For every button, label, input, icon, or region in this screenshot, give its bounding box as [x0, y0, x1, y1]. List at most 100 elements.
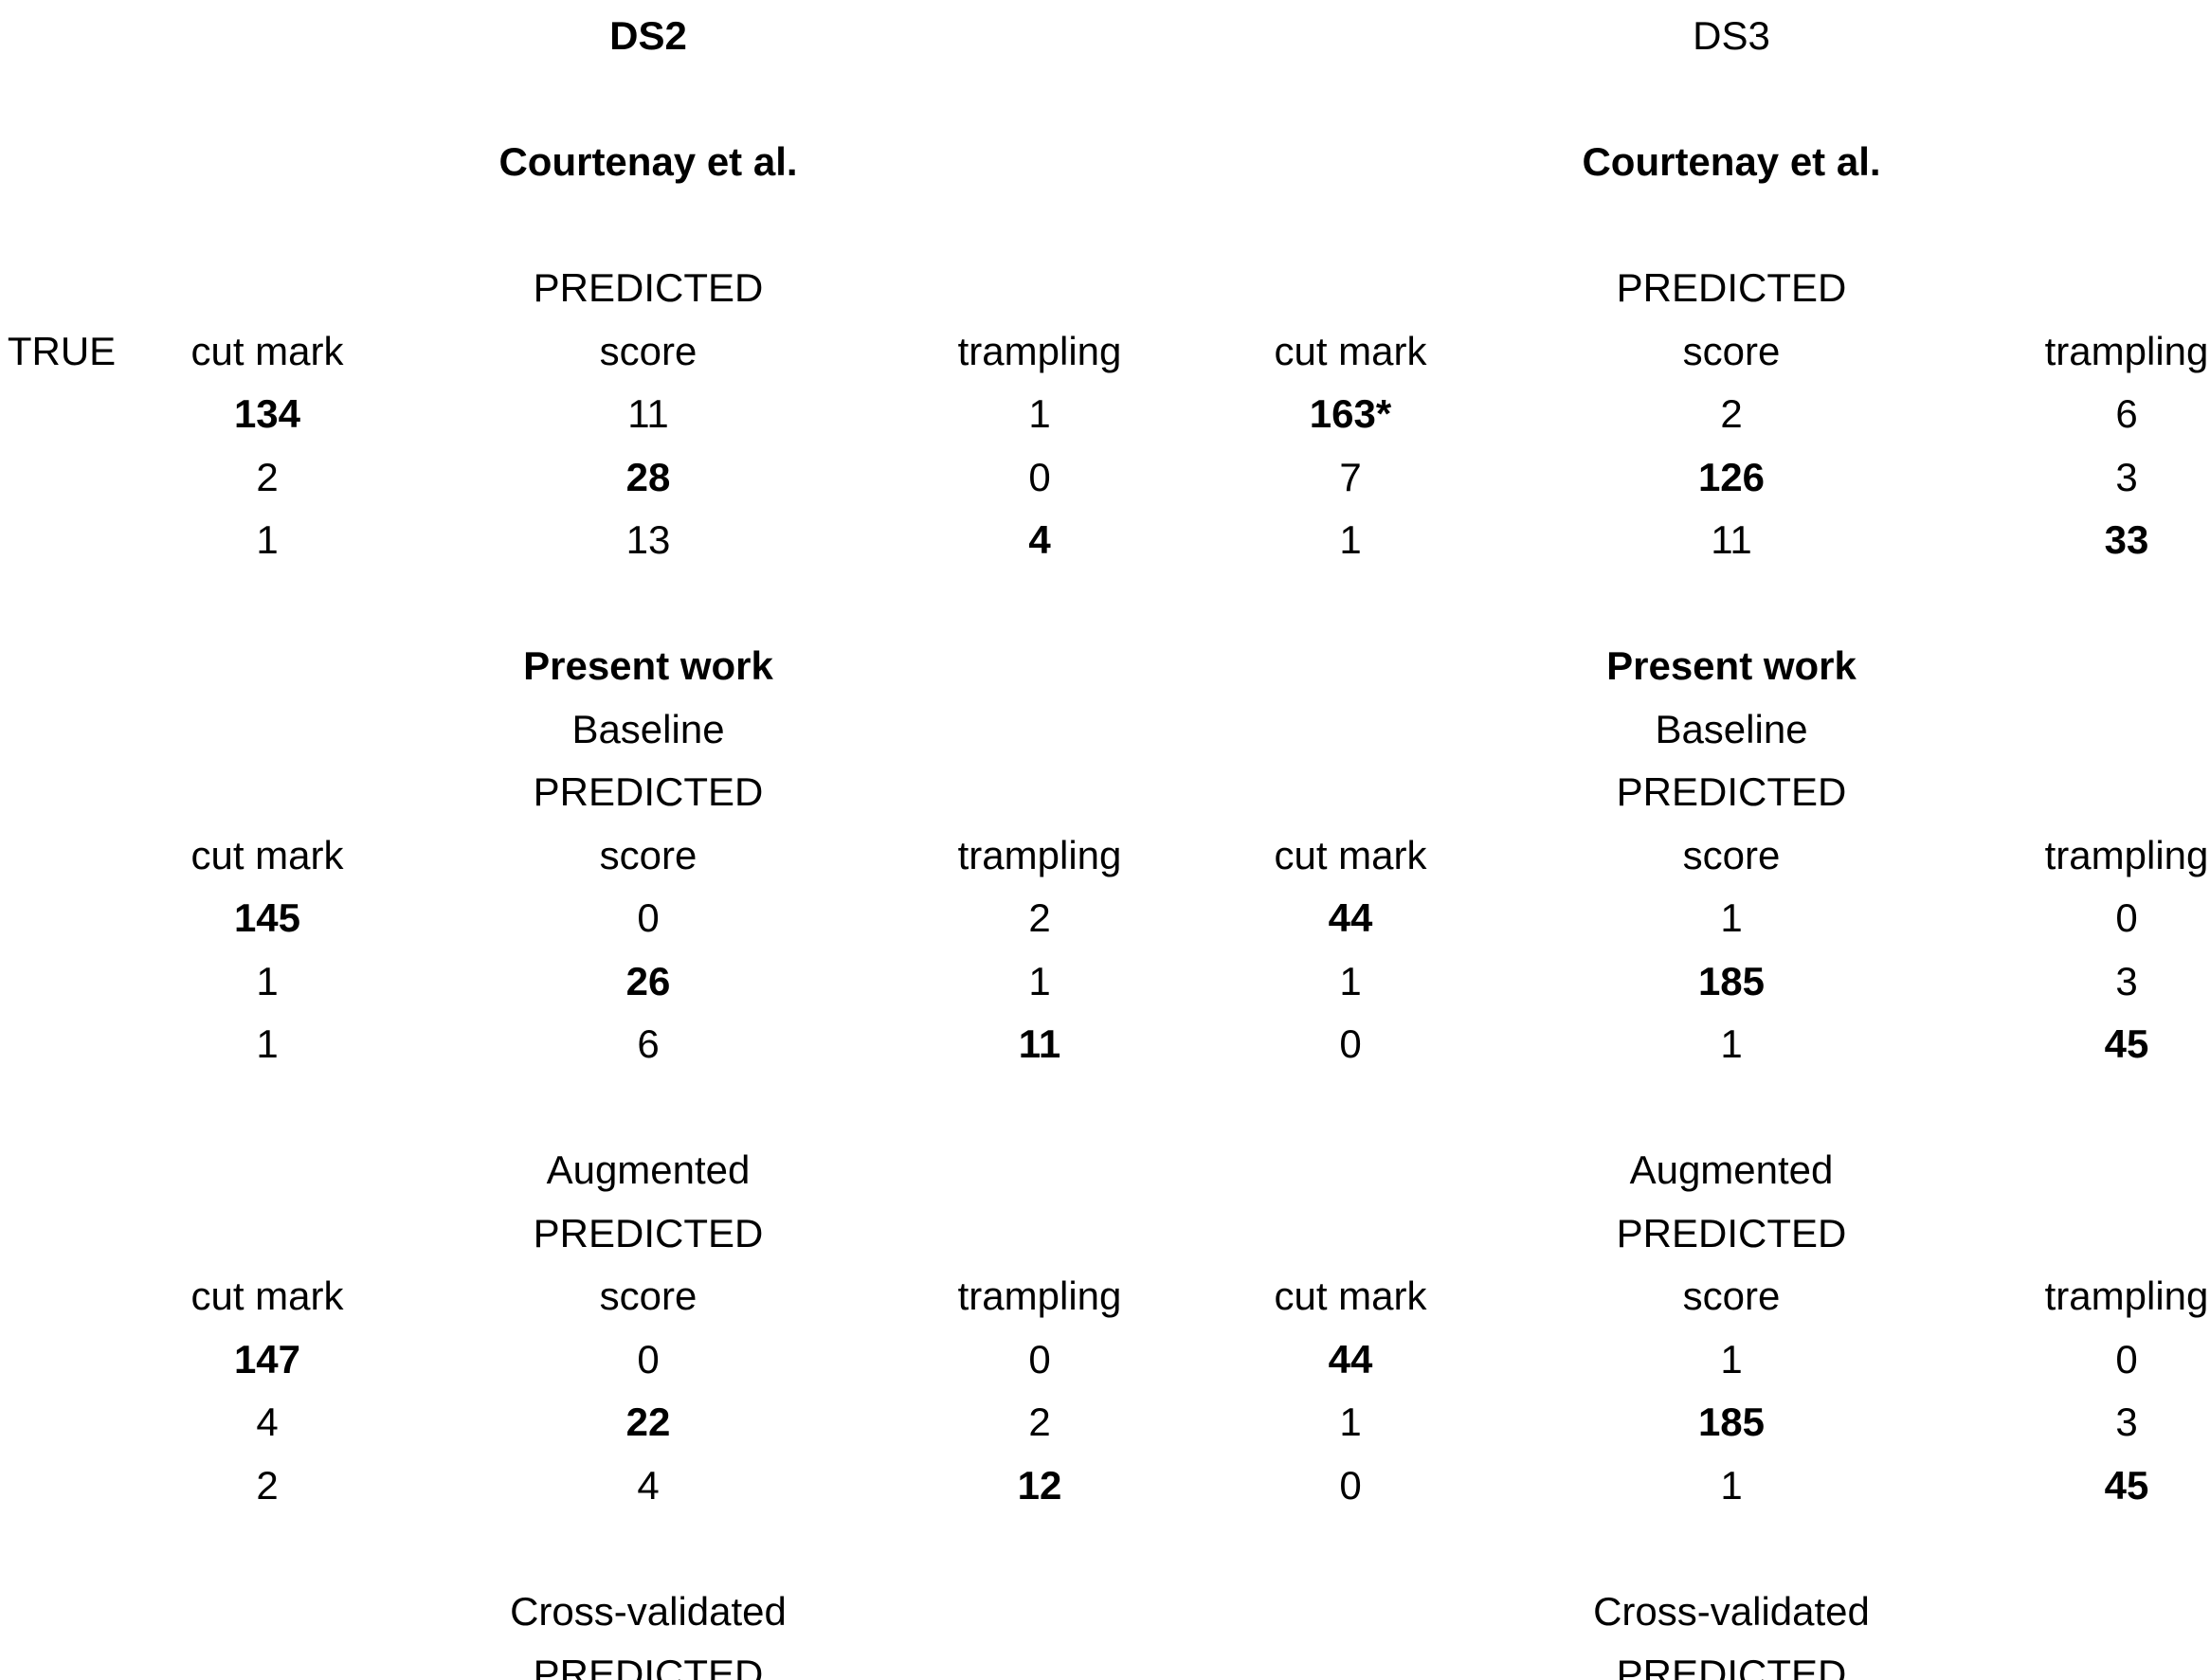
matrix-cell: 0 — [2115, 1336, 2138, 1382]
matrix-cell: 0 — [637, 1336, 660, 1382]
matrix-cell: 1 — [1720, 1021, 1743, 1067]
matrix-row: 145 0 2 44 1 0 — [0, 887, 2210, 950]
matrix-cell: 0 — [637, 895, 660, 941]
ds2-present-work-heading: Present work — [523, 643, 773, 689]
ds3-cross-validated-heading: Cross-validated — [1593, 1588, 1870, 1634]
col-header-cut-mark: cut mark — [1274, 832, 1427, 877]
matrix-row: 1 6 11 0 1 45 — [0, 1013, 2210, 1076]
col-header-cut-mark: cut mark — [190, 832, 344, 877]
matrix-cell: 3 — [2115, 454, 2138, 499]
matrix-row: 2 28 0 7 126 3 — [0, 446, 2210, 510]
spacer-row — [0, 194, 2210, 258]
matrix-cell: 0 — [1028, 454, 1051, 499]
matrix-cell: 26 — [625, 958, 671, 1003]
matrix-cell: 45 — [2104, 1462, 2149, 1508]
matrix-cell: 1 — [1339, 1400, 1362, 1445]
matrix-cell: 2 — [256, 1462, 279, 1508]
spacer-row — [0, 68, 2210, 132]
matrix-cell: 185 — [1697, 958, 1766, 1003]
matrix-cell: 28 — [625, 454, 671, 499]
row-dataset-titles: DS2 DS3 — [0, 5, 2210, 68]
row-predicted-cross-validated: PREDICTED PREDICTED — [0, 1643, 2210, 1680]
col-header-score: score — [599, 832, 697, 877]
matrix-cell: 147 — [233, 1336, 301, 1382]
spacer-row — [0, 1076, 2210, 1140]
col-header-score: score — [1682, 832, 1781, 877]
col-header-score: score — [599, 328, 697, 373]
ds2-baseline-subheading: Baseline — [571, 706, 725, 751]
row-predicted-augmented: PREDICTED PREDICTED — [0, 1202, 2210, 1266]
matrix-row: 2 4 12 0 1 45 — [0, 1454, 2210, 1518]
row-cross-validated-heading: Cross-validated Cross-validated — [0, 1581, 2210, 1644]
matrix-cell: 45 — [2104, 1021, 2149, 1067]
matrix-row: 1 13 4 1 11 33 — [0, 509, 2210, 572]
predicted-label: PREDICTED — [1616, 1652, 1847, 1680]
row-col-headers-augmented: cut mark score trampling cut mark score … — [0, 1265, 2210, 1328]
row-col-headers-courtenay: TRUE cut mark score trampling cut mark s… — [0, 320, 2210, 384]
matrix-cell: 1 — [1339, 517, 1362, 563]
row-present-work-heading: Present work Present work — [0, 635, 2210, 698]
matrix-cell: 3 — [2115, 958, 2138, 1003]
predicted-label: PREDICTED — [533, 769, 764, 815]
row-baseline-subheading: Baseline Baseline — [0, 698, 2210, 762]
matrix-cell: 22 — [625, 1400, 671, 1445]
col-header-trampling: trampling — [2044, 328, 2209, 373]
ds2-title: DS2 — [609, 13, 687, 59]
col-header-score: score — [1682, 328, 1781, 373]
matrix-row: 1 26 1 1 185 3 — [0, 950, 2210, 1014]
matrix-row: 4 22 2 1 185 3 — [0, 1391, 2210, 1454]
matrix-cell: 6 — [637, 1021, 660, 1067]
matrix-cell: 126 — [1697, 454, 1766, 499]
ds3-baseline-subheading: Baseline — [1655, 706, 1808, 751]
matrix-cell: 11 — [1018, 1021, 1061, 1067]
matrix-cell: 134 — [233, 391, 301, 437]
ds2-courtenay-heading: Courtenay et al. — [498, 139, 798, 185]
matrix-cell: 0 — [1339, 1462, 1362, 1508]
col-header-cut-mark: cut mark — [1274, 1274, 1427, 1319]
predicted-label: PREDICTED — [533, 1210, 764, 1255]
ds3-present-work-heading: Present work — [1606, 643, 1857, 689]
row-augmented-heading: Augmented Augmented — [0, 1139, 2210, 1202]
col-header-cut-mark: cut mark — [1274, 328, 1427, 373]
predicted-label: PREDICTED — [1616, 1210, 1847, 1255]
predicted-label: PREDICTED — [1616, 769, 1847, 815]
matrix-cell: 4 — [1028, 517, 1051, 563]
col-header-cut-mark: cut mark — [190, 328, 344, 373]
matrix-cell: 2 — [1720, 391, 1743, 437]
matrix-cell: 2 — [1028, 1400, 1051, 1445]
matrix-cell: 11 — [627, 391, 669, 437]
ds3-courtenay-heading: Courtenay et al. — [1582, 139, 1881, 185]
matrix-cell: 44 — [1328, 895, 1373, 941]
col-header-trampling: trampling — [957, 1274, 1122, 1319]
matrix-cell: 6 — [2115, 391, 2138, 437]
matrix-cell: 7 — [1339, 454, 1362, 499]
row-courtenay-heading: Courtenay et al. Courtenay et al. — [0, 131, 2210, 194]
predicted-label: PREDICTED — [533, 265, 764, 311]
col-header-score: score — [1682, 1274, 1781, 1319]
matrix-cell: 1 — [256, 958, 279, 1003]
spacer-row — [0, 572, 2210, 636]
predicted-label: PREDICTED — [1616, 265, 1847, 311]
matrix-cell: 1 — [1339, 958, 1362, 1003]
ds2-cross-validated-heading: Cross-validated — [510, 1588, 787, 1634]
predicted-label: PREDICTED — [533, 1652, 764, 1680]
col-header-score: score — [599, 1274, 697, 1319]
matrix-cell: 1 — [1720, 1336, 1743, 1382]
matrix-cell: 4 — [637, 1462, 660, 1508]
matrix-cell: 1 — [1028, 958, 1051, 1003]
matrix-cell: 1 — [256, 517, 279, 563]
matrix-cell: 1 — [1720, 895, 1743, 941]
ds3-augmented-heading: Augmented — [1629, 1147, 1834, 1193]
row-predicted-courtenay: PREDICTED PREDICTED — [0, 257, 2210, 320]
spacer-row — [0, 1517, 2210, 1581]
matrix-cell: 33 — [2104, 517, 2149, 563]
matrix-cell: 13 — [625, 517, 671, 563]
col-header-trampling: trampling — [957, 832, 1122, 877]
matrix-cell: 0 — [1028, 1336, 1051, 1382]
row-predicted-baseline: PREDICTED PREDICTED — [0, 761, 2210, 824]
matrix-cell: 1 — [1720, 1462, 1743, 1508]
matrix-cell: 2 — [1028, 895, 1051, 941]
col-header-trampling: trampling — [2044, 832, 2209, 877]
matrix-cell: 185 — [1697, 1400, 1766, 1445]
